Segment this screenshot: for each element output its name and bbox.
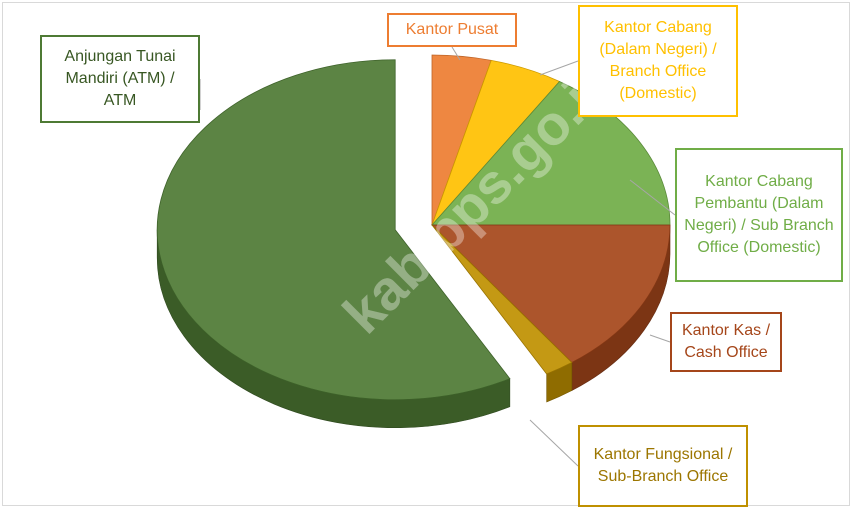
slice	[431, 224, 671, 364]
slice	[431, 224, 573, 375]
slice	[156, 59, 511, 401]
data-label: Kantor Cabang (Dalam Negeri) / Branch Of…	[578, 5, 738, 117]
leader-line	[539, 60, 579, 76]
data-label: Kantor Pusat	[387, 13, 517, 47]
data-label: Kantor Fungsional / Sub-Branch Office	[578, 425, 748, 507]
leader-line	[649, 334, 671, 343]
leader-line	[629, 179, 676, 216]
data-label: Anjungan Tunai Mandiri (ATM) / ATM	[40, 35, 200, 123]
data-label: Kantor Cabang Pembantu (Dalam Negeri) / …	[675, 148, 843, 282]
data-label: Kantor Kas / Cash Office	[670, 312, 782, 372]
leader-line	[529, 419, 579, 467]
leader-line	[451, 46, 461, 61]
